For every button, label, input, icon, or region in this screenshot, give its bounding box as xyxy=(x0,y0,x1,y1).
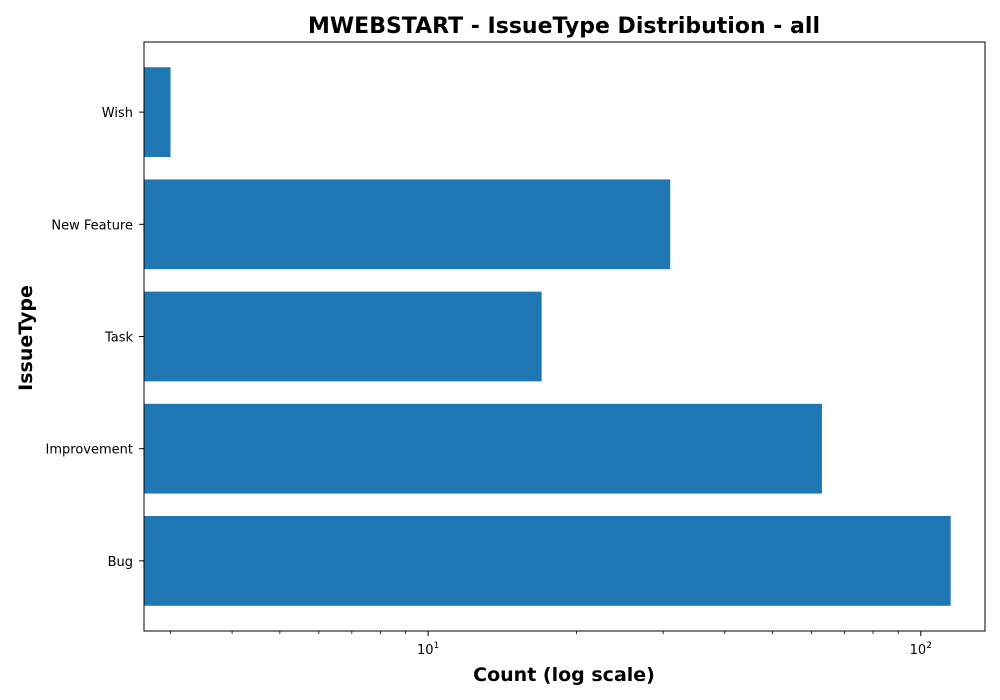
plot-area: Bug Improvement Task New Feature Wish 101 102 xyxy=(46,41,986,658)
x-tick-label: 101 xyxy=(417,641,439,658)
plot-frame xyxy=(143,41,986,632)
y-tick-label: Bug xyxy=(108,555,133,570)
bar-improvement xyxy=(144,403,822,494)
x-tick-label: 102 xyxy=(910,641,932,658)
bar-wish xyxy=(144,67,171,157)
y-tick-label: Improvement xyxy=(46,443,133,458)
y-tick-label: Wish xyxy=(102,106,133,121)
x-axis-label: Count (log scale) xyxy=(473,664,655,686)
y-tick-label: New Feature xyxy=(51,218,133,233)
bar-task xyxy=(144,291,542,382)
y-axis-label: IssueType xyxy=(15,285,37,391)
bar-new-feature xyxy=(144,179,671,270)
chart-title: MWEBSTART - IssueType Distribution - all xyxy=(308,14,820,39)
bar-bug xyxy=(144,516,951,606)
y-tick-label: Task xyxy=(104,331,134,346)
